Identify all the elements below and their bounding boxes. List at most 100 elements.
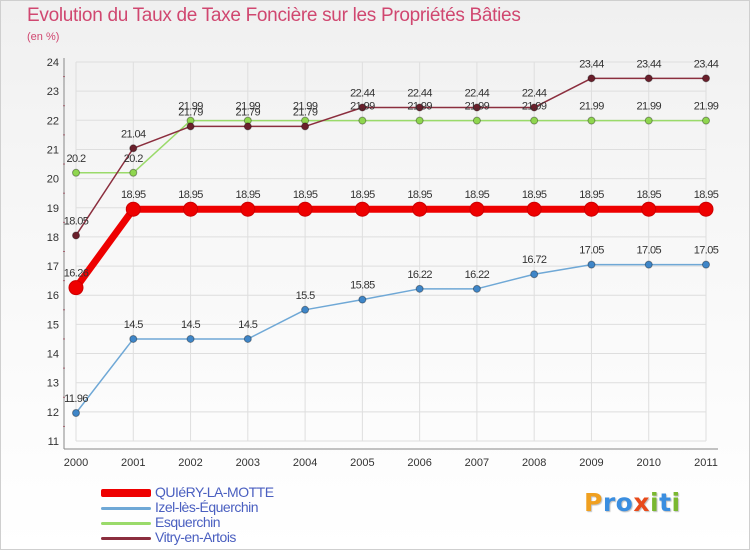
data-label: 14.5: [238, 319, 257, 331]
logo-letter: i: [671, 488, 681, 517]
logo-letter: P: [584, 488, 603, 517]
x-tick-label: 2003: [236, 457, 260, 469]
data-label: 14.5: [181, 319, 200, 331]
data-label: 16.26: [64, 268, 89, 280]
data-point: [72, 409, 80, 418]
data-label: 18.95: [350, 189, 375, 201]
data-point: [587, 260, 596, 269]
data-label: 18.95: [694, 189, 719, 201]
data-point: [129, 144, 138, 153]
data-label: 21.99: [522, 101, 547, 113]
data-point: [469, 201, 485, 217]
legend-swatch: [101, 522, 151, 525]
y-tick-label: 14: [47, 349, 59, 361]
data-label: 23.44: [694, 58, 719, 70]
data-label: 21.99: [178, 101, 203, 113]
data-point: [530, 116, 539, 125]
data-point: [644, 260, 653, 269]
data-point: [183, 201, 199, 217]
data-point: [186, 122, 195, 131]
data-point: [72, 168, 80, 177]
data-point: [240, 201, 256, 217]
data-label: 21.79: [178, 106, 203, 118]
legend-label: QUIéRY-LA-MOTTE: [155, 484, 274, 500]
data-label: 15.85: [350, 280, 375, 292]
data-point: [125, 201, 141, 217]
data-label: 21.99: [407, 101, 432, 113]
data-label: 16.72: [522, 254, 547, 266]
data-label: 21.79: [236, 106, 261, 118]
data-labels: 16.26 18.95 18.95 18.95 18.95 18.95 18.95 18.95…: [64, 58, 720, 405]
data-point: [186, 334, 195, 343]
data-label: 21.99: [694, 101, 719, 113]
axes: 11 12 13 14 15 16 17 18 19 20 21 22 23 24 2000 2001 2002…: [47, 57, 718, 469]
data-point: [530, 270, 539, 279]
legend-swatch: [101, 489, 151, 497]
data-point: [243, 334, 252, 343]
data-label: 22.44: [465, 87, 490, 99]
data-label: 18.05: [64, 215, 89, 227]
data-label: 21.04: [121, 128, 146, 140]
data-label: 11.96: [64, 393, 88, 405]
data-point: [358, 295, 367, 304]
data-point: [72, 231, 80, 240]
x-tick-label: 2008: [522, 457, 546, 469]
data-label: 21.99: [293, 101, 318, 113]
data-label: 18.95: [636, 189, 661, 201]
x-tick-label: 2007: [465, 457, 489, 469]
data-label: 14.5: [124, 319, 143, 331]
data-label: 18.95: [465, 189, 490, 201]
legend-label: Vitry-en-Artois: [155, 529, 236, 545]
data-point: [412, 201, 428, 217]
logo-letter: x: [633, 488, 650, 517]
y-tick-label: 16: [47, 290, 59, 302]
proxiti-logo[interactable]: Proxiti: [584, 488, 681, 517]
data-point: [472, 284, 481, 293]
y-tick-label: 15: [47, 319, 59, 331]
data-point: [243, 122, 252, 131]
data-label: 20.2: [66, 153, 85, 165]
data-point: [644, 116, 653, 125]
x-tick-label: 2011: [694, 457, 718, 469]
data-label: 22.44: [522, 87, 547, 99]
data-label: 18.95: [293, 189, 318, 201]
series-line: [75, 77, 707, 237]
data-point: [297, 201, 313, 217]
data-point: [129, 334, 138, 343]
data-label: 21.99: [636, 101, 661, 113]
data-label: 21.99: [236, 101, 261, 113]
data-point: [702, 260, 710, 269]
data-point: [68, 280, 84, 296]
data-label: 17.05: [636, 245, 661, 257]
x-tick-label: 2002: [178, 457, 202, 469]
data-label: 22.44: [350, 87, 375, 99]
x-tick-label: 2004: [293, 457, 317, 469]
x-tick-label: 2010: [636, 457, 660, 469]
data-label: 22.44: [407, 87, 432, 99]
data-label: 18.95: [522, 189, 547, 201]
data-point: [415, 284, 424, 293]
y-tick-label: 22: [47, 115, 59, 127]
logo-letter: o: [615, 488, 634, 517]
data-point: [415, 116, 424, 125]
data-label: 18.95: [579, 189, 604, 201]
data-point: [415, 103, 424, 112]
y-tick-label: 23: [47, 86, 59, 98]
data-label: 18.95: [121, 189, 146, 201]
data-point: [129, 168, 138, 177]
data-point: [358, 103, 367, 112]
legend-label: Esquerchin: [155, 514, 221, 530]
y-tick-label: 18: [47, 232, 59, 244]
x-tick-label: 2009: [579, 457, 603, 469]
data-label: 23.44: [636, 58, 661, 70]
data-point: [587, 74, 596, 83]
logo-letter: r: [602, 488, 616, 517]
data-label: 17.05: [579, 245, 604, 257]
data-point: [583, 201, 599, 217]
data-label: 21.79: [293, 106, 318, 118]
grid-lines: [75, 61, 707, 442]
x-tick-label: 2000: [64, 457, 88, 469]
y-tick-label: 20: [47, 174, 59, 186]
